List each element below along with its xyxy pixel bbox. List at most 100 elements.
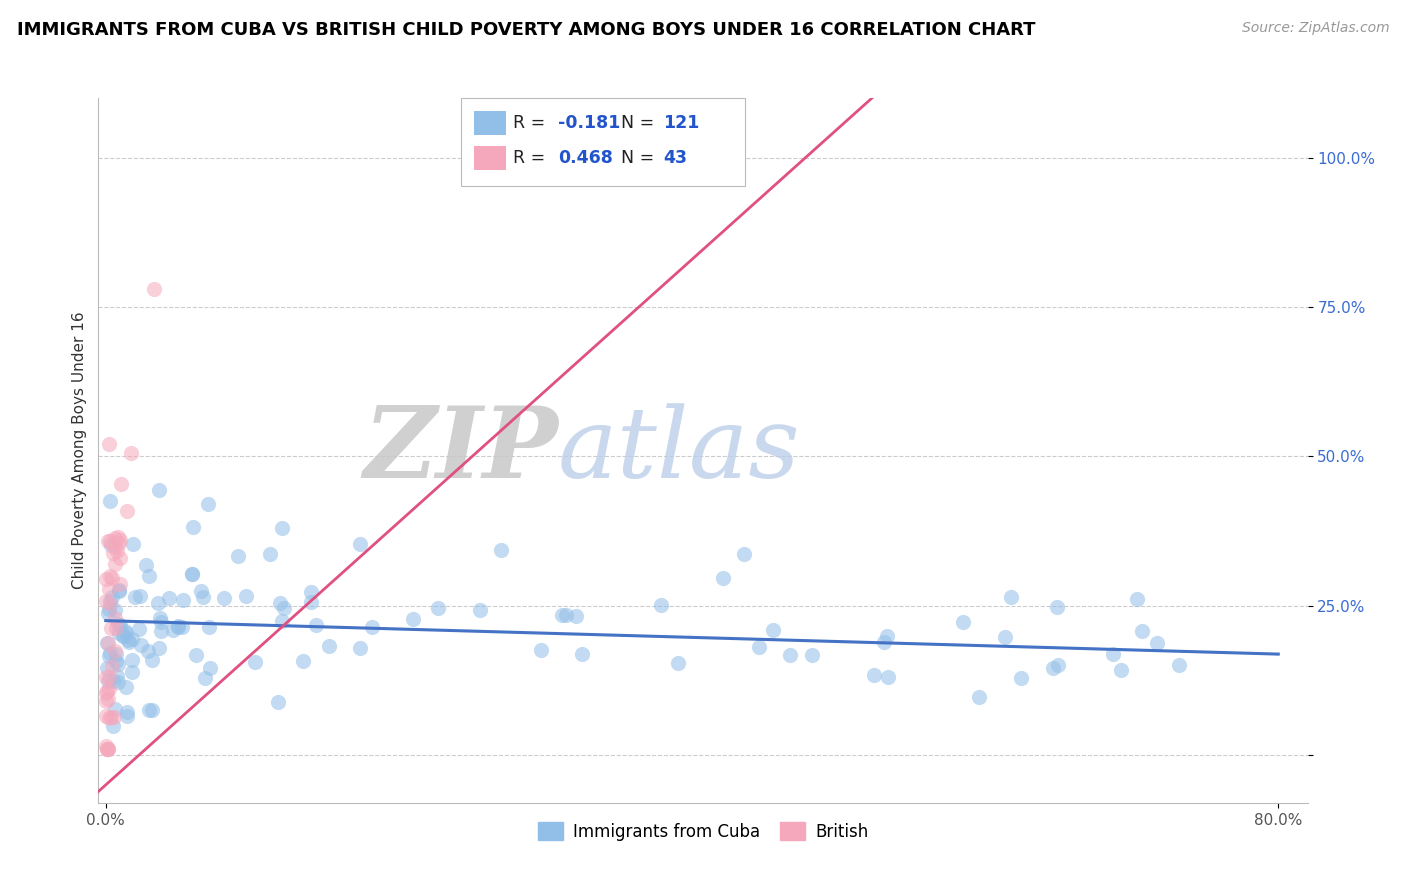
- Point: [115, 680, 138, 694]
- Point: [98, 568, 121, 582]
- FancyBboxPatch shape: [461, 98, 745, 186]
- Point: [104, 647, 127, 661]
- Point: [100, 709, 122, 723]
- Point: [1125, 591, 1147, 606]
- Point: [104, 611, 127, 625]
- Point: [148, 596, 170, 610]
- Point: [100, 591, 122, 605]
- Point: [554, 607, 576, 622]
- Point: [97, 682, 120, 697]
- Point: [97, 742, 120, 756]
- Point: [97, 636, 120, 650]
- Point: [96, 739, 118, 753]
- Point: [96, 709, 118, 723]
- Point: [135, 558, 157, 573]
- Point: [112, 628, 135, 642]
- Point: [269, 596, 291, 610]
- Point: [104, 621, 127, 635]
- Point: [101, 659, 124, 673]
- Point: [141, 653, 163, 667]
- Point: [108, 533, 131, 547]
- Point: [1130, 624, 1153, 638]
- Point: [530, 643, 553, 657]
- Point: [96, 593, 118, 607]
- Point: [427, 601, 450, 615]
- Point: [349, 537, 371, 551]
- Point: [103, 673, 125, 688]
- Point: [270, 521, 292, 535]
- Point: [149, 615, 172, 630]
- Text: atlas: atlas: [558, 403, 800, 498]
- Text: 0.468: 0.468: [558, 149, 613, 167]
- Point: [97, 533, 120, 548]
- Point: [128, 589, 150, 603]
- Point: [103, 710, 125, 724]
- Point: [650, 599, 672, 613]
- Point: [172, 619, 194, 633]
- Point: [150, 624, 173, 638]
- Text: 43: 43: [664, 149, 688, 167]
- Point: [711, 571, 734, 585]
- Point: [124, 591, 146, 605]
- Point: [138, 703, 160, 717]
- Point: [876, 629, 898, 643]
- Point: [97, 607, 120, 621]
- Point: [96, 742, 118, 756]
- Text: R =: R =: [513, 114, 551, 132]
- Point: [108, 617, 131, 632]
- Point: [149, 611, 172, 625]
- Point: [197, 497, 219, 511]
- Point: [97, 692, 120, 706]
- Point: [96, 686, 118, 700]
- Point: [121, 653, 143, 667]
- Point: [299, 595, 322, 609]
- Point: [245, 655, 267, 669]
- Point: [107, 583, 129, 598]
- Point: [162, 623, 184, 637]
- Text: Source: ZipAtlas.com: Source: ZipAtlas.com: [1241, 21, 1389, 36]
- Point: [1042, 661, 1064, 675]
- Point: [110, 476, 132, 491]
- Point: [97, 601, 120, 615]
- Point: [96, 661, 118, 675]
- Point: [104, 531, 127, 545]
- Point: [1101, 647, 1123, 661]
- Point: [299, 584, 322, 599]
- Point: [1167, 658, 1189, 673]
- Point: [107, 657, 129, 671]
- Point: [100, 621, 122, 635]
- Point: [103, 702, 125, 716]
- Point: [292, 653, 315, 667]
- Point: [121, 632, 143, 646]
- Point: [994, 630, 1017, 644]
- Point: [733, 547, 755, 561]
- Point: [266, 695, 288, 709]
- Point: [259, 547, 281, 561]
- Point: [349, 640, 371, 655]
- Point: [318, 639, 340, 653]
- Point: [107, 617, 129, 632]
- Point: [98, 646, 121, 660]
- Point: [235, 589, 257, 603]
- Point: [101, 718, 124, 732]
- Point: [122, 537, 145, 551]
- Point: [194, 671, 217, 685]
- Text: R =: R =: [513, 149, 551, 167]
- Point: [96, 684, 118, 698]
- Point: [96, 694, 118, 708]
- Point: [1000, 590, 1022, 604]
- Point: [103, 540, 125, 554]
- Point: [181, 566, 204, 581]
- Point: [112, 629, 135, 643]
- FancyBboxPatch shape: [474, 111, 506, 135]
- Point: [190, 584, 212, 599]
- Point: [107, 675, 129, 690]
- Point: [172, 593, 194, 607]
- Point: [98, 597, 121, 611]
- Point: [98, 493, 121, 508]
- Point: [100, 538, 122, 552]
- Point: [138, 569, 160, 583]
- Point: [110, 551, 132, 566]
- Y-axis label: Child Poverty Among Boys Under 16: Child Poverty Among Boys Under 16: [72, 311, 87, 590]
- Point: [470, 602, 492, 616]
